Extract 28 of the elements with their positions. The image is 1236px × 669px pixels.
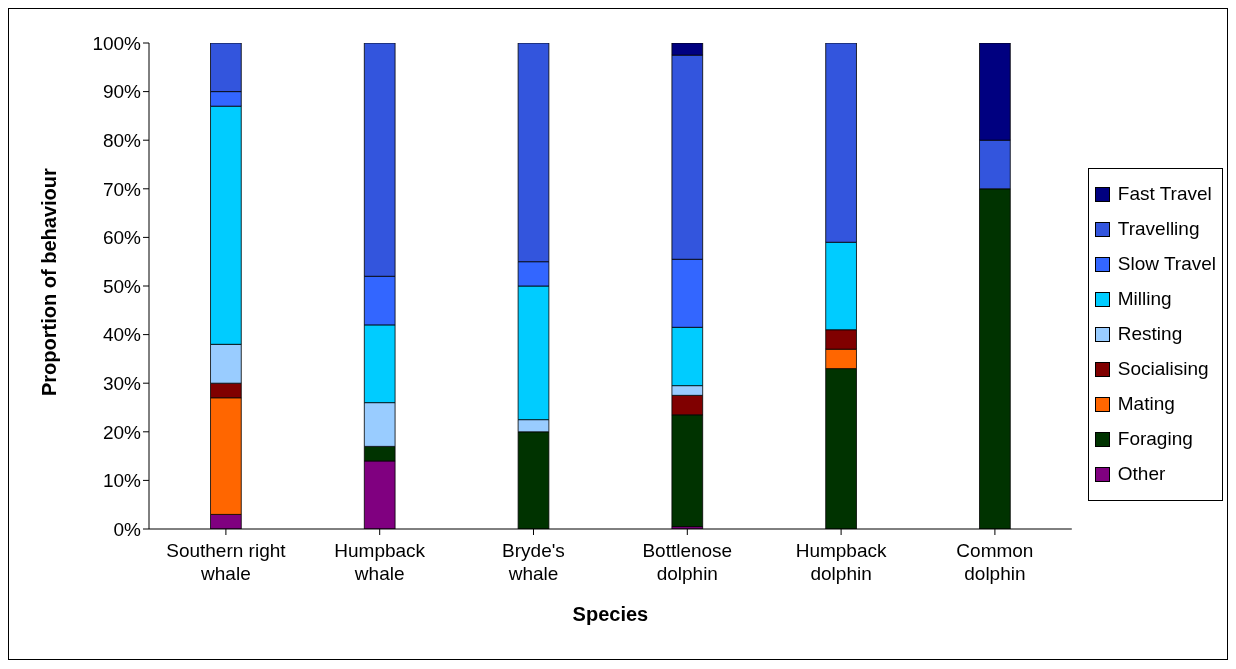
- y-tick-label: 0%: [113, 518, 142, 540]
- legend-label: Foraging: [1117, 428, 1193, 450]
- y-tick-label: 10%: [102, 470, 142, 492]
- y-tick-label: 70%: [102, 178, 142, 200]
- x-axis-title: Species: [572, 603, 649, 625]
- x-tick-label: Bottlenose dolphin: [642, 540, 733, 584]
- legend-label: Milling: [1117, 288, 1172, 310]
- legend-label: Mating: [1117, 393, 1175, 415]
- legend-label: Slow Travel: [1117, 253, 1216, 275]
- x-tick-label: Southern right whale: [166, 540, 287, 584]
- y-tick-label: 50%: [102, 275, 142, 297]
- y-tick-label: 90%: [102, 81, 142, 103]
- y-tick-label: 80%: [102, 129, 142, 151]
- y-tick-label: 20%: [102, 421, 142, 443]
- legend-label: Other: [1117, 463, 1166, 485]
- x-tick-label: Humpback dolphin: [795, 540, 887, 584]
- x-tick-label: Bryde's whale: [502, 540, 565, 584]
- legend-label: Fast Travel: [1117, 183, 1212, 205]
- y-axis-title: Proportion of behaviour: [38, 168, 61, 396]
- x-tick-label: Humpback whale: [334, 540, 426, 584]
- y-tick-label: 100%: [92, 32, 142, 54]
- y-tick-label: 40%: [102, 324, 142, 346]
- legend-label: Socialising: [1117, 358, 1209, 380]
- legend-label: Travelling: [1117, 218, 1200, 240]
- y-tick-label: 30%: [102, 372, 142, 394]
- y-tick-label: 60%: [102, 227, 142, 249]
- x-tick-label: Common dolphin: [956, 540, 1034, 584]
- legend-label: Resting: [1117, 323, 1183, 345]
